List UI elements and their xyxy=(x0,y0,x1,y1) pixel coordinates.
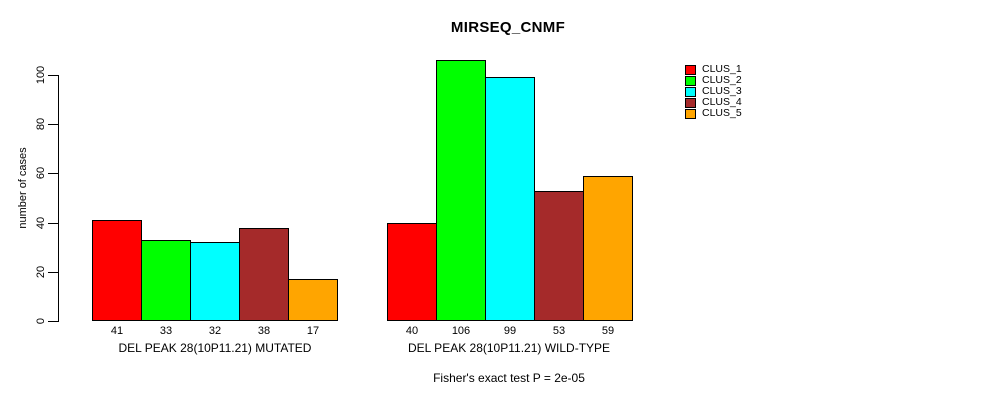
legend: CLUS_1 CLUS_2 CLUS_3 CLUS_4 CLUS_5 xyxy=(685,64,742,119)
bar-value-label: 53 xyxy=(552,325,566,337)
bar-clus-2-mutated xyxy=(141,240,191,321)
y-tick-mark xyxy=(48,321,58,322)
y-tick-mark xyxy=(48,75,58,76)
bar-value-label: 33 xyxy=(159,325,173,337)
y-tick-label: 40 xyxy=(35,216,47,230)
bar-clus-2-wild-type xyxy=(436,60,486,321)
legend-label: CLUS_4 xyxy=(702,96,742,108)
x-group-label-wild-type: DEL PEAK 28(10P11.21) WILD-TYPE xyxy=(407,341,611,355)
y-axis-title: number of cases xyxy=(17,147,29,229)
legend-label: CLUS_1 xyxy=(702,63,742,75)
y-tick-label: 60 xyxy=(35,166,47,180)
bar-value-label: 32 xyxy=(208,325,222,337)
fisher-test-annotation: Fisher's exact test P = 2e-05 xyxy=(433,371,585,385)
bar-clus-1-wild-type xyxy=(387,223,437,321)
y-tick-label: 20 xyxy=(35,265,47,279)
legend-swatch-icon xyxy=(685,86,696,97)
y-tick-mark xyxy=(48,223,58,224)
chart-title: MIRSEQ_CNMF xyxy=(450,19,566,36)
bar-value-label: 40 xyxy=(405,325,419,337)
bar-clus-5-mutated xyxy=(288,279,338,321)
y-tick-mark xyxy=(48,272,58,273)
legend-row-clus-4: CLUS_4 xyxy=(685,97,742,108)
legend-row-clus-1: CLUS_1 xyxy=(685,64,742,75)
x-group-label-mutated: DEL PEAK 28(10P11.21) MUTATED xyxy=(118,341,312,355)
bar-value-label: 38 xyxy=(257,325,271,337)
bar-value-label: 41 xyxy=(110,325,124,337)
bar-clus-3-mutated xyxy=(190,242,240,321)
legend-label: CLUS_3 xyxy=(702,85,742,97)
legend-row-clus-3: CLUS_3 xyxy=(685,86,742,97)
bar-value-label: 17 xyxy=(306,325,320,337)
bar-clus-1-mutated xyxy=(92,220,142,321)
bar-clus-5-wild-type xyxy=(583,176,633,321)
legend-label: CLUS_5 xyxy=(702,107,742,119)
y-tick-label: 80 xyxy=(35,117,47,131)
y-tick-mark xyxy=(48,124,58,125)
bar-clus-4-mutated xyxy=(239,228,289,321)
legend-row-clus-2: CLUS_2 xyxy=(685,75,742,86)
y-tick-mark xyxy=(48,173,58,174)
y-tick-label: 0 xyxy=(35,317,47,325)
bar-clus-4-wild-type xyxy=(534,191,584,321)
legend-swatch-icon xyxy=(685,97,696,108)
y-tick-label: 100 xyxy=(35,65,47,85)
legend-label: CLUS_2 xyxy=(702,74,742,86)
legend-swatch-icon xyxy=(685,108,696,119)
legend-row-clus-5: CLUS_5 xyxy=(685,108,742,119)
y-axis-line xyxy=(58,75,59,322)
bar-value-label: 59 xyxy=(601,325,615,337)
legend-swatch-icon xyxy=(685,64,696,75)
bar-value-label: 106 xyxy=(451,325,471,337)
bar-value-label: 99 xyxy=(503,325,517,337)
bar-clus-3-wild-type xyxy=(485,77,535,321)
legend-swatch-icon xyxy=(685,75,696,86)
